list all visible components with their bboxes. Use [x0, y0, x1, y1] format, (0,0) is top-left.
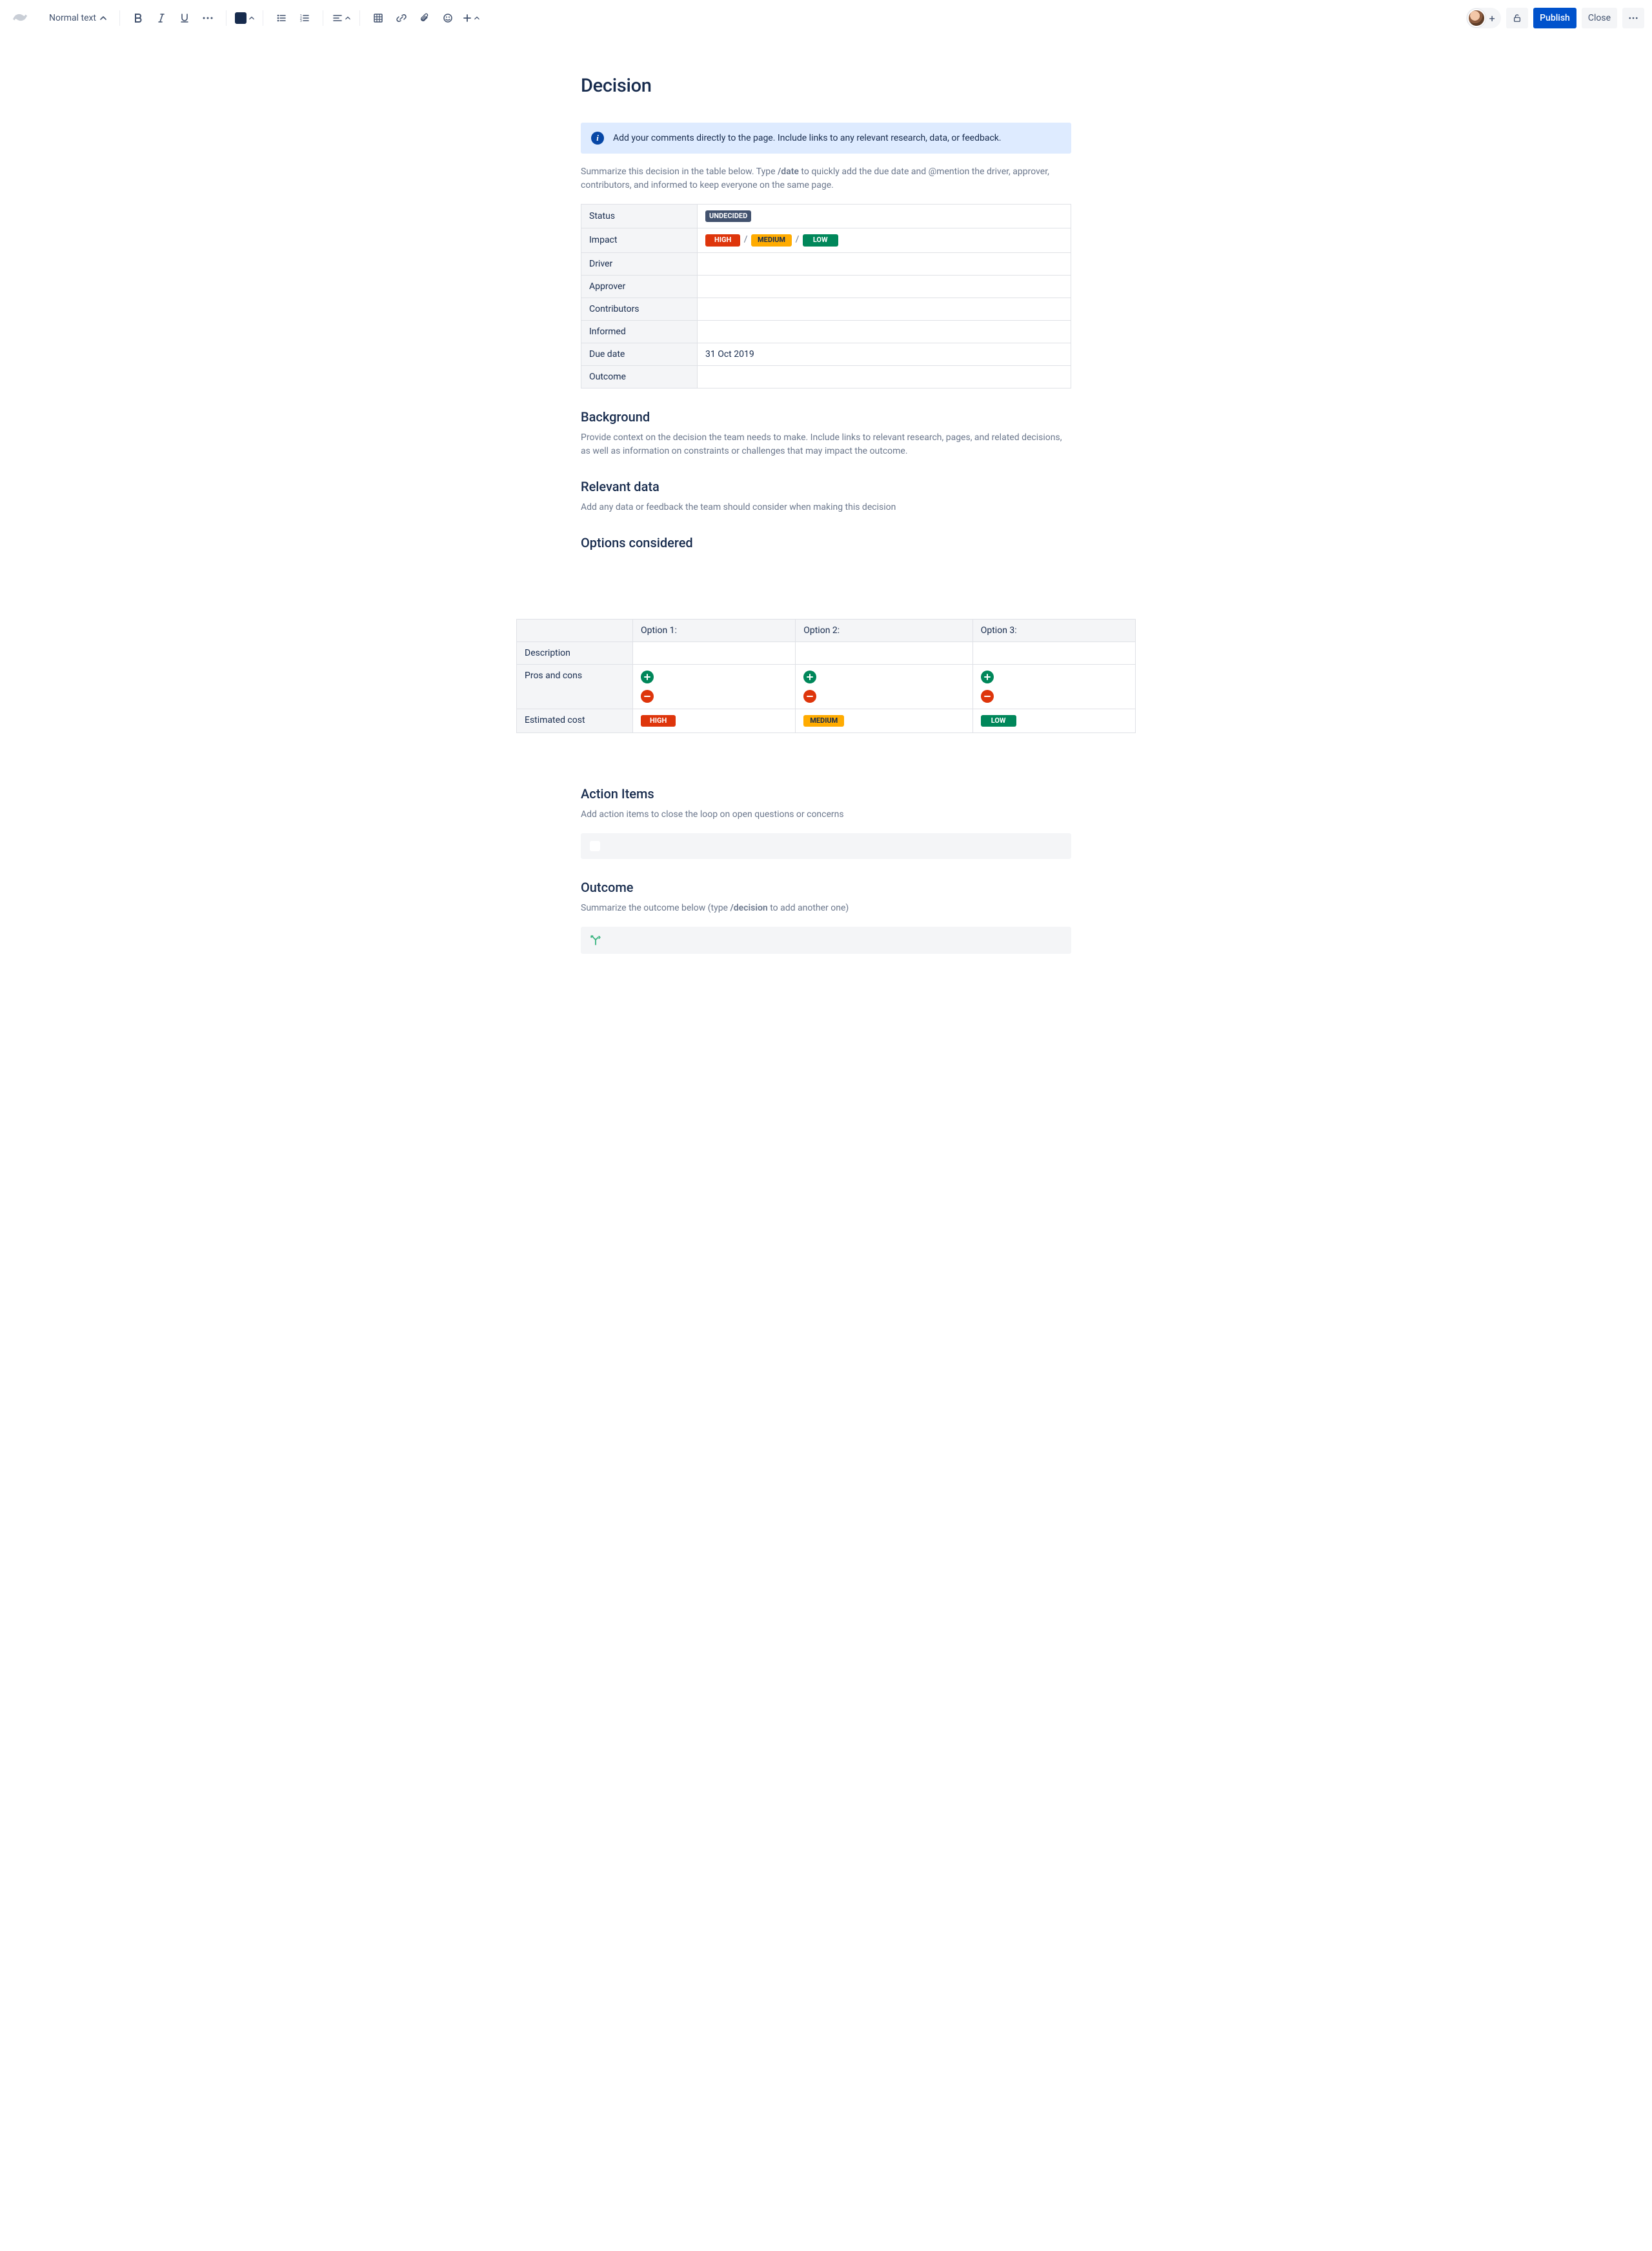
row-approver: Approver: [581, 275, 1071, 298]
outcome-hint[interactable]: Summarize the outcome below (type /decis…: [581, 902, 1071, 915]
text-style-label: Normal text: [49, 13, 96, 23]
row-description: Description: [517, 641, 1136, 664]
underline-button[interactable]: [174, 8, 195, 28]
restrictions-button[interactable]: [1506, 8, 1528, 28]
italic-button[interactable]: [151, 8, 172, 28]
row-driver: Driver: [581, 252, 1071, 275]
impact-low: LOW: [803, 234, 838, 246]
row-due-date: Due date31 Oct 2019: [581, 343, 1071, 365]
row-contributors: Contributors: [581, 298, 1071, 320]
outcome-heading[interactable]: Outcome: [581, 880, 1071, 895]
background-text[interactable]: Provide context on the decision the team…: [581, 431, 1071, 458]
emoji-button[interactable]: [438, 8, 458, 28]
chevron-up-icon: [474, 15, 479, 21]
background-heading[interactable]: Background: [581, 409, 1071, 425]
add-collaborator-icon[interactable]: +: [1486, 12, 1498, 25]
option-3-header[interactable]: Option 3:: [972, 619, 1135, 641]
options-heading[interactable]: Options considered: [581, 535, 1071, 550]
info-icon: i: [591, 132, 604, 145]
text-style-dropdown[interactable]: Normal text: [44, 8, 112, 28]
task-panel[interactable]: [581, 833, 1071, 859]
table-button[interactable]: [368, 8, 388, 28]
impact-high: HIGH: [705, 234, 740, 246]
separator: [359, 10, 360, 26]
minus-icon: [641, 690, 654, 703]
decision-icon: [590, 934, 601, 946]
cost-low: LOW: [981, 715, 1016, 727]
collaborators[interactable]: +: [1466, 8, 1501, 28]
status-lozenge: UNDECIDED: [705, 210, 751, 222]
action-items-heading[interactable]: Action Items: [581, 786, 1071, 802]
info-panel-text: Add your comments directly to the page. …: [613, 133, 1002, 143]
minus-icon: [803, 690, 816, 703]
text-color-button[interactable]: [234, 8, 255, 28]
option-1-header[interactable]: Option 1:: [633, 619, 796, 641]
editor-toolbar: Normal text 123 + Publish Close: [0, 0, 1652, 36]
svg-text:3: 3: [300, 19, 302, 23]
avatar: [1467, 9, 1486, 27]
row-pros-cons: Pros and cons: [517, 664, 1136, 709]
plus-icon: [981, 671, 994, 683]
separator: [226, 10, 227, 26]
align-button[interactable]: [331, 8, 352, 28]
relevant-data-text[interactable]: Add any data or feedback the team should…: [581, 501, 1071, 514]
attachment-button[interactable]: [414, 8, 435, 28]
relevant-data-heading[interactable]: Relevant data: [581, 479, 1071, 494]
insert-button[interactable]: [461, 8, 481, 28]
chevron-up-icon: [249, 15, 254, 21]
toolbar-right: + Publish Close: [1466, 8, 1644, 28]
due-date-value[interactable]: 31 Oct 2019: [698, 343, 1071, 365]
numbered-list-button[interactable]: 123: [294, 8, 315, 28]
more-icon: [1629, 17, 1638, 19]
bullet-list-button[interactable]: [271, 8, 292, 28]
page-title[interactable]: Decision: [581, 75, 1071, 97]
cost-high: HIGH: [641, 715, 676, 727]
action-items-text[interactable]: Add action items to close the loop on op…: [581, 808, 1071, 822]
cost-medium: MEDIUM: [803, 715, 844, 727]
separator: [119, 10, 120, 26]
checkbox-icon[interactable]: [590, 841, 600, 851]
summary-hint[interactable]: Summarize this decision in the table bel…: [581, 165, 1071, 192]
impact-medium: MEDIUM: [751, 234, 792, 246]
row-estimated-cost: Estimated cost HIGH MEDIUM LOW: [517, 709, 1136, 732]
more-actions-button[interactable]: [1622, 8, 1644, 28]
option-2-header[interactable]: Option 2:: [796, 619, 973, 641]
bold-button[interactable]: [128, 8, 148, 28]
color-swatch-icon: [235, 12, 247, 24]
row-informed: Informed: [581, 320, 1071, 343]
plus-icon: [803, 671, 816, 683]
close-button[interactable]: Close: [1582, 8, 1617, 28]
more-formatting-button[interactable]: [197, 8, 218, 28]
decision-panel[interactable]: [581, 927, 1071, 954]
row-outcome: Outcome: [581, 365, 1071, 388]
row-impact: Impact HIGH / MEDIUM / LOW: [581, 228, 1071, 252]
decision-meta-table[interactable]: Status UNDECIDED Impact HIGH / MEDIUM / …: [581, 204, 1071, 389]
chevron-up-icon: [345, 15, 350, 21]
plus-icon: [641, 671, 654, 683]
link-button[interactable]: [391, 8, 412, 28]
page-content: Decision i Add your comments directly to…: [581, 36, 1071, 609]
publish-button[interactable]: Publish: [1533, 8, 1576, 28]
unlock-icon: [1513, 13, 1522, 23]
row-status: Status UNDECIDED: [581, 205, 1071, 228]
options-table[interactable]: Option 1: Option 2: Option 3: Descriptio…: [516, 619, 1136, 733]
confluence-logo-icon: [13, 10, 28, 26]
info-panel[interactable]: i Add your comments directly to the page…: [581, 123, 1071, 154]
chevron-up-icon: [100, 15, 106, 21]
minus-icon: [981, 690, 994, 703]
